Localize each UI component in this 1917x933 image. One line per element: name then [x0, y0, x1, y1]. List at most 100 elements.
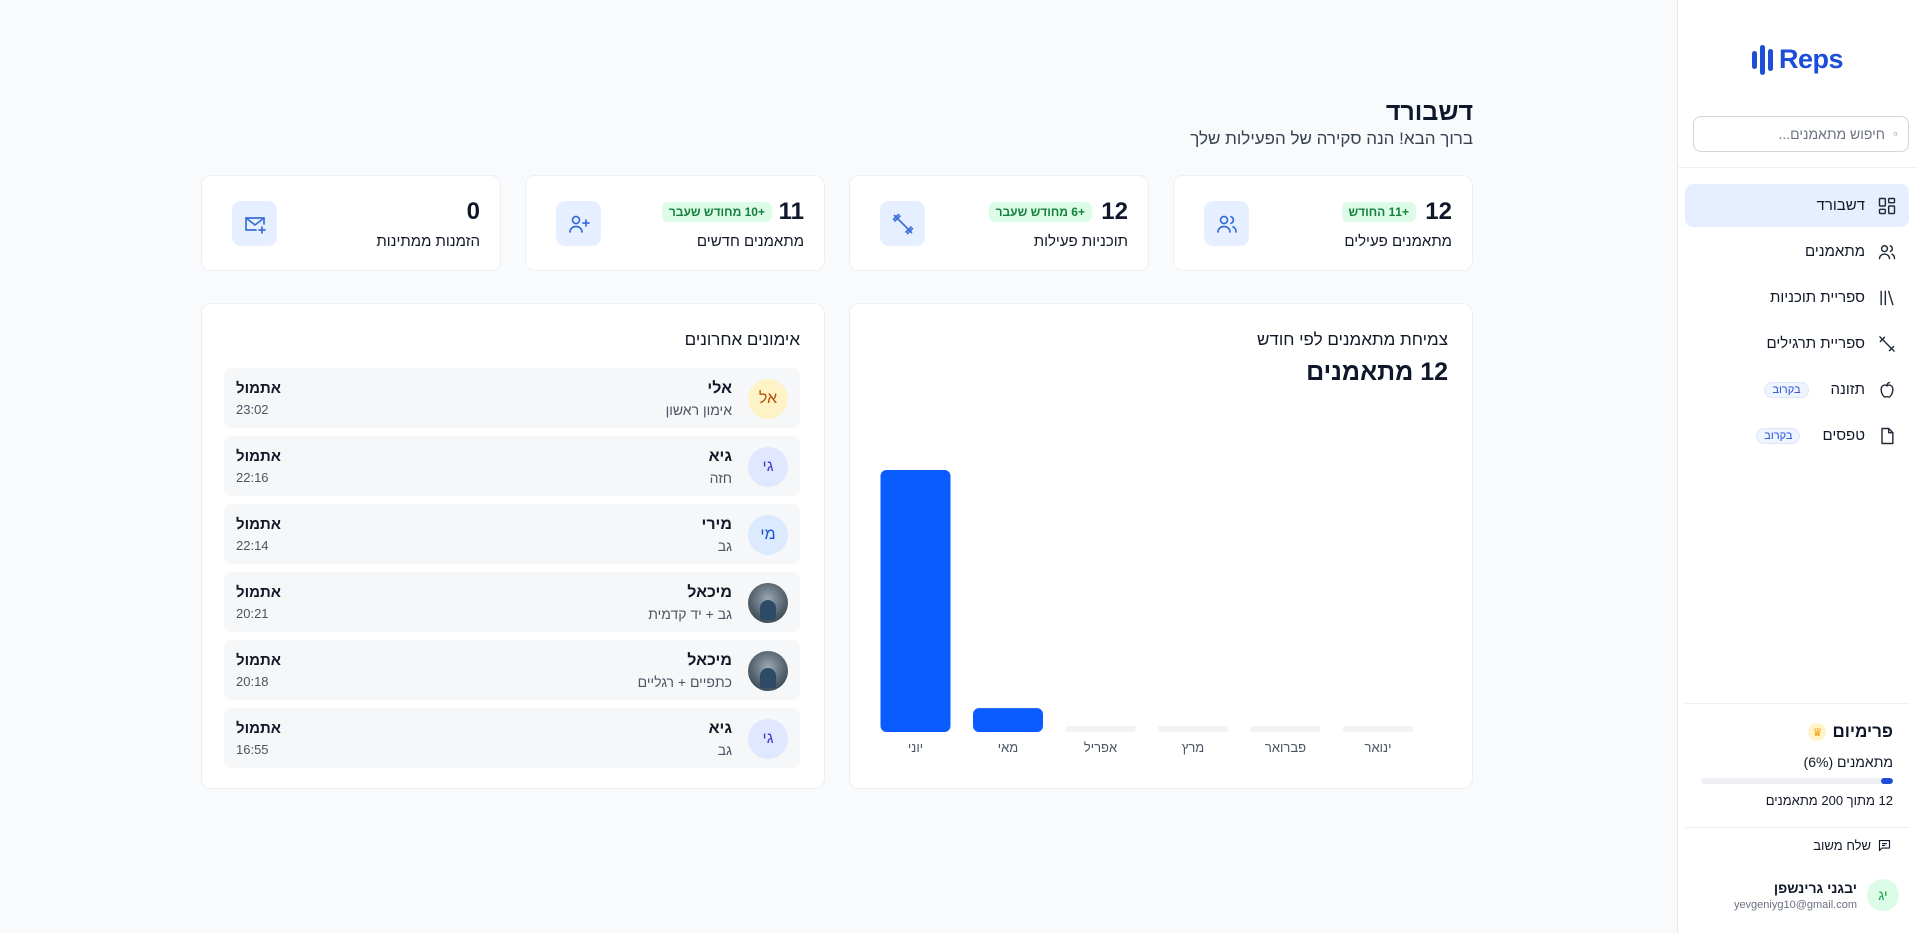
avatar — [748, 651, 788, 691]
workout-time: 22:16 — [236, 470, 269, 485]
dumbbell-icon — [1879, 335, 1895, 352]
sidebar-item-exercise-library[interactable]: ספריית תרגילים — [1685, 322, 1909, 365]
library-icon — [1880, 290, 1894, 305]
page-title: דשבורד — [1385, 98, 1473, 126]
workout-trainee-name: גיא — [708, 448, 732, 465]
message-icon — [1878, 839, 1891, 852]
user-name: יבגני גרינשפן — [1773, 879, 1857, 896]
stat-label: תוכניות פעילות — [1033, 233, 1128, 250]
x-tick-label: אפריל — [1084, 740, 1117, 755]
sidebar-item-label: מתאמנים — [1805, 243, 1865, 260]
premium-count: 12 מתוך 200 מתאמנים — [1765, 793, 1893, 808]
search-box[interactable] — [1693, 116, 1909, 152]
stat-card-active-trainees: 12 +11 החודש מתאמנים פעילים — [1173, 175, 1473, 271]
workout-trainee-name: גיא — [708, 720, 732, 737]
chart-title: צמיחת מתאמנים לפי חודש — [1256, 330, 1448, 349]
stat-value: 0 — [466, 198, 480, 225]
search-input[interactable] — [1704, 126, 1885, 142]
stat-value: 11 — [778, 198, 804, 225]
coming-soon-badge: בקרוב — [1764, 381, 1809, 398]
users-icon — [1204, 201, 1249, 246]
workout-day: אתמול — [236, 448, 281, 465]
list-item[interactable]: אל אלי אימון ראשון אתמול 23:02 — [224, 368, 800, 428]
stat-badge: +6 מחודש שעבר — [988, 202, 1092, 222]
user-email: yevgeniyg10@gmail.com — [1733, 898, 1857, 911]
sidebar-item-dashboard[interactable]: דשבורד — [1685, 184, 1909, 227]
list-item[interactable]: גי גיא גב אתמול 16:55 — [224, 708, 800, 768]
bar-chart: ינואר פברואר מרץ אפריל מאי יוני — [880, 470, 1413, 755]
file-icon — [1881, 427, 1894, 444]
x-tick-label: ינואר — [1365, 740, 1392, 755]
list-item[interactable]: מיכאל כתפיים + רגליים אתמול 20:18 — [224, 640, 800, 700]
sidebar-item-label: דשבורד — [1816, 197, 1865, 214]
workout-type: אימון ראשון — [665, 402, 732, 418]
stat-badge: +10 מחודש שעבר — [661, 202, 772, 222]
workout-type: חזה — [709, 470, 732, 486]
main-content: דשבורד ברוך הבא! הנה סקירה של הפעילות של… — [0, 0, 1677, 933]
workout-time: 20:21 — [236, 606, 269, 621]
workout-type: כתפיים + רגליים — [637, 674, 732, 690]
bar[interactable] — [1158, 726, 1228, 732]
page-subtitle: ברוך הבא! הנה סקירה של הפעילות שלך — [1190, 129, 1473, 148]
workout-day: אתמול — [236, 516, 281, 533]
workout-time: 20:18 — [236, 674, 269, 689]
list-item[interactable]: גי גיא חזה אתמול 22:16 — [224, 436, 800, 496]
premium-progress-bar — [1701, 778, 1893, 784]
search-icon — [1893, 132, 1898, 136]
coming-soon-badge: בקרוב — [1756, 427, 1801, 444]
premium-subtitle: מתאמנים (6%) — [1803, 754, 1893, 770]
sidebar-item-forms[interactable]: טפסים בקרוב — [1685, 414, 1909, 457]
premium-card: פרימיום ♛ מתאמנים (6%) 12 מתוך 200 מתאמנ… — [1685, 703, 1909, 828]
premium-title: פרימיום ♛ — [1701, 722, 1893, 742]
dumbbell-icon — [880, 201, 925, 246]
workout-trainee-name: מירי — [701, 516, 733, 533]
sidebar-item-program-library[interactable]: ספריית תוכניות — [1685, 276, 1909, 319]
avatar: מי — [748, 515, 788, 555]
logo-text: Reps — [1778, 44, 1844, 74]
avatar — [748, 583, 788, 623]
stat-card-new-trainees: 11 +10 מחודש שעבר מתאמנים חדשים — [525, 175, 825, 271]
send-feedback-button[interactable]: שלח משוב — [1813, 838, 1892, 853]
workout-trainee-name: מיכאל — [687, 584, 732, 601]
sidebar-nav: דשבורד מתאמנים ספריית תוכניות ספריית תרג… — [1685, 184, 1909, 460]
sidebar-item-trainees[interactable]: מתאמנים — [1685, 230, 1909, 273]
workout-type: גב — [717, 742, 732, 758]
workout-trainee-name: מיכאל — [687, 652, 732, 669]
workout-day: אתמול — [236, 652, 281, 669]
sidebar-item-nutrition[interactable]: תזונה בקרוב — [1685, 368, 1909, 411]
divider — [1677, 167, 1917, 168]
workout-type: גב + יד קדמית — [648, 606, 732, 622]
bar[interactable] — [1343, 726, 1413, 732]
workout-day: אתמול — [236, 720, 281, 737]
workout-time: 22:14 — [236, 538, 269, 553]
bar[interactable] — [880, 470, 951, 732]
mail-plus-icon — [232, 201, 277, 246]
bar[interactable] — [1250, 726, 1321, 732]
workout-type: גב — [717, 538, 732, 554]
stat-value: 12 — [1101, 198, 1128, 225]
bar[interactable] — [1065, 726, 1136, 732]
sidebar-item-label: תזונה — [1830, 381, 1865, 398]
dashboard-icon — [1878, 197, 1896, 214]
x-tick-label: מאי — [998, 740, 1018, 755]
stat-label: הזמנות ממתינות — [376, 233, 480, 250]
sidebar-item-label: טפסים — [1822, 427, 1865, 444]
stat-badge: +11 החודש — [1341, 202, 1416, 222]
stat-label: מתאמנים פעילים — [1344, 233, 1452, 250]
stat-label: מתאמנים חדשים — [696, 233, 804, 250]
bar[interactable] — [973, 708, 1043, 732]
avatar: אל — [748, 379, 788, 419]
recent-workouts-panel: אימונים אחרונים אל אלי אימון ראשון אתמול 23:… — [201, 303, 825, 789]
logo[interactable]: Reps — [1678, 44, 1917, 75]
list-item[interactable]: מיכאל גב + יד קדמית אתמול 20:21 — [224, 572, 800, 632]
list-item[interactable]: מי מירי גב אתמול 22:14 — [224, 504, 800, 564]
users-icon — [1878, 244, 1896, 259]
workout-day: אתמול — [236, 380, 281, 397]
apple-icon — [1880, 381, 1894, 398]
x-tick-label: יוני — [908, 740, 923, 755]
user-profile[interactable]: יג יבגני גרינשפן yevgeniyg10@gmail.com — [1734, 879, 1899, 911]
user-plus-icon — [556, 201, 601, 246]
workout-trainee-name: אלי — [707, 380, 732, 397]
workout-time: 16:55 — [236, 742, 269, 757]
progress-fill — [1881, 778, 1893, 784]
